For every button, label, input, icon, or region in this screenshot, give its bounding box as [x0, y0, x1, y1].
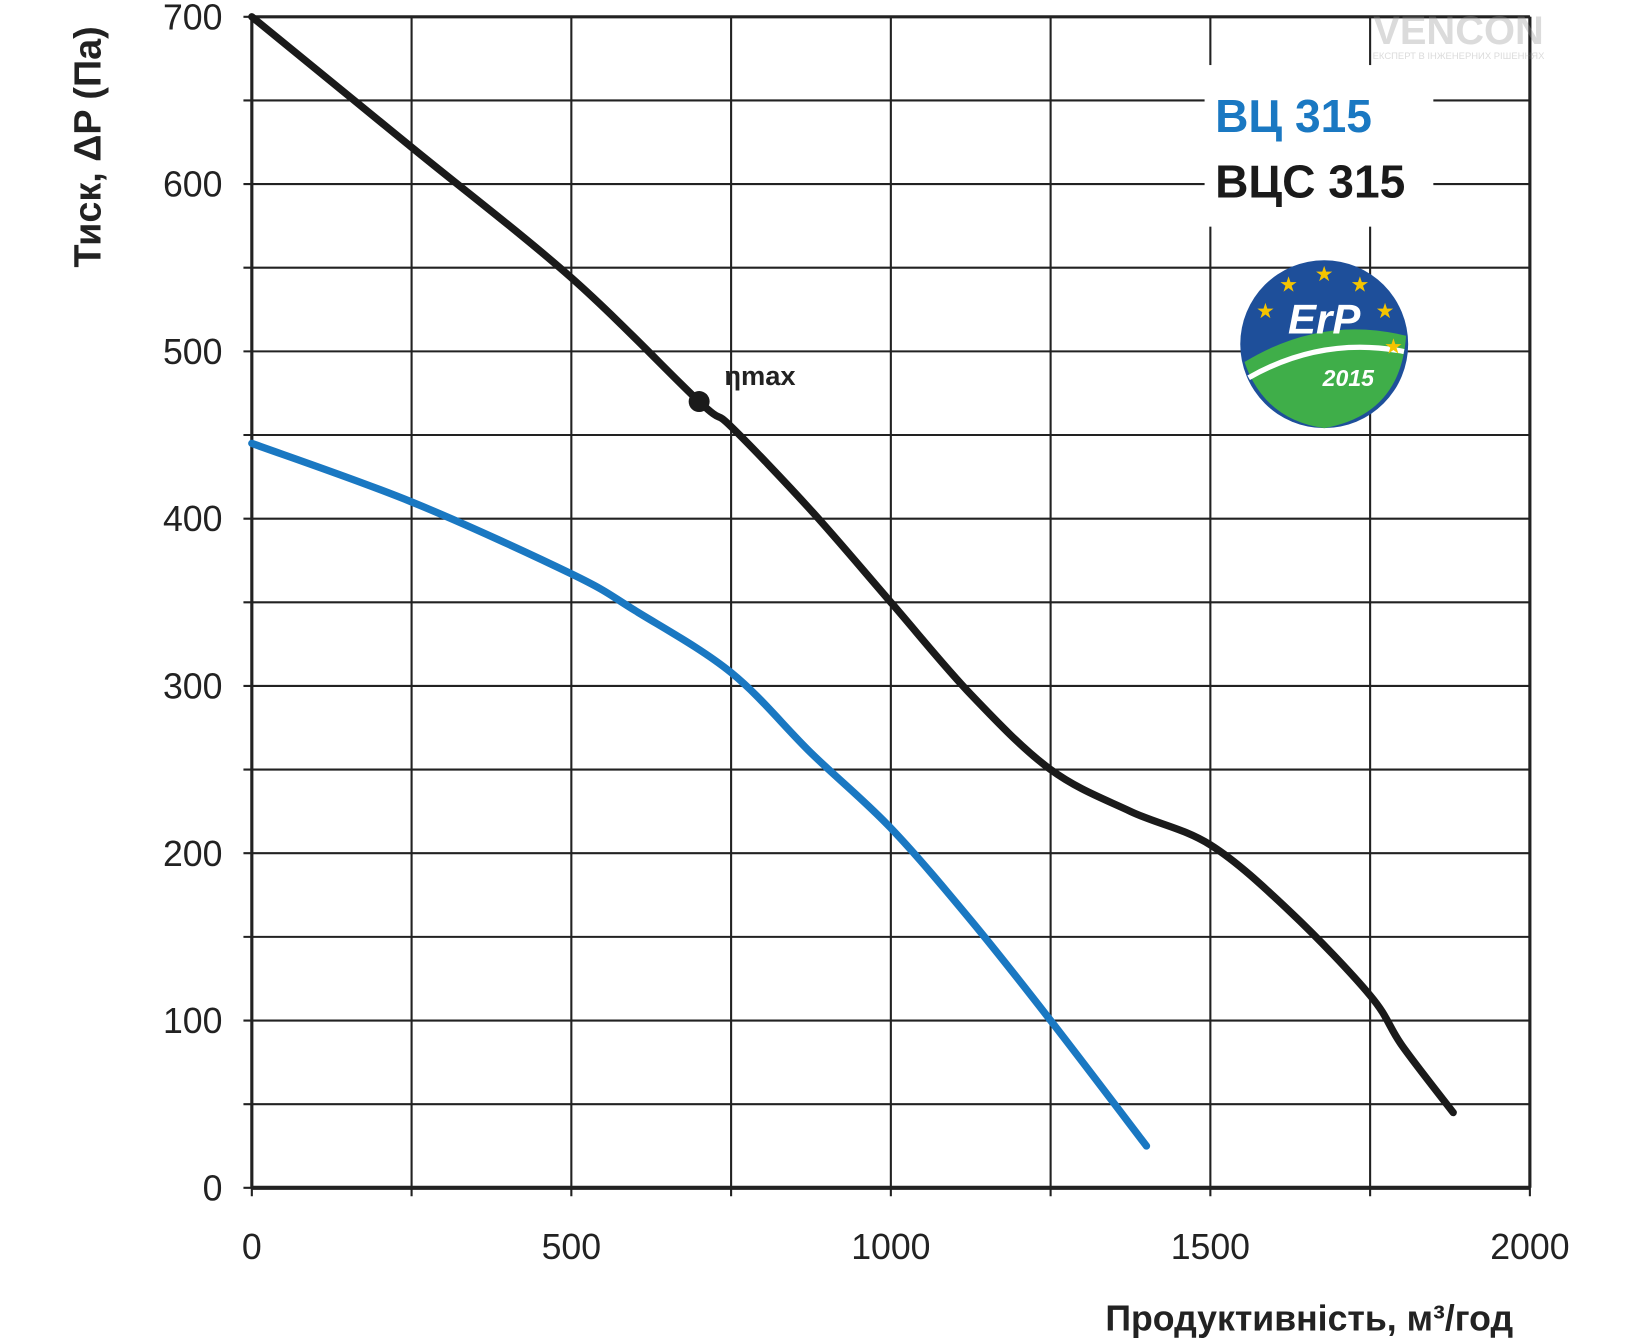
erp-badge-year: 2015	[1322, 365, 1376, 391]
legend-entry-vc315: ВЦ 315	[1215, 90, 1372, 142]
erp-badge-logo: ErP 2015 ★ ★ ★ ★ ★★	[1240, 260, 1409, 429]
x-tick-label: 1000	[851, 1227, 930, 1267]
y-tick-label: 200	[163, 834, 223, 874]
y-tick-label: 300	[163, 667, 223, 707]
svg-text:VENCON: VENCON	[1373, 9, 1544, 53]
svg-text:★: ★	[1384, 336, 1403, 359]
x-tick-label: 500	[542, 1227, 602, 1267]
y-axis-label: Тиск, ΔP (Па)	[68, 26, 110, 267]
vencon-watermark-logo: VENCON ЕКСПЕРТ В ІНЖЕНЕРНИХ РІШЕННЯХ	[1373, 9, 1545, 62]
svg-text:★: ★	[1256, 300, 1275, 323]
eta-max-label: ηmax	[724, 360, 795, 391]
series-line-1	[248, 13, 1457, 1117]
y-tick-label: 400	[163, 499, 223, 539]
svg-text:★: ★	[1315, 263, 1334, 286]
y-tick-label: 0	[203, 1168, 223, 1208]
erp-badge-text: ErP	[1288, 296, 1361, 343]
x-tick-label: 1500	[1171, 1227, 1250, 1267]
svg-text:★: ★	[1279, 274, 1298, 297]
svg-text:ЕКСПЕРТ В ІНЖЕНЕРНИХ РІШЕННЯХ: ЕКСПЕРТ В ІНЖЕНЕРНИХ РІШЕННЯХ	[1373, 51, 1545, 62]
x-axis-label: Продуктивність, м³/год	[1105, 1299, 1513, 1339]
legend-background	[1204, 65, 1434, 227]
x-tick-label: 2000	[1490, 1227, 1569, 1267]
y-tick-label: 700	[163, 0, 223, 37]
x-tick-label: 0	[242, 1227, 262, 1267]
y-tick-label: 100	[163, 1001, 223, 1041]
tick-labels: 0 500 1000 1500 2000 0 100 200 300 400 500 600 700	[163, 0, 1570, 1267]
annotations: ηmax	[688, 360, 796, 413]
axes	[250, 15, 1532, 1190]
y-tick-label: 600	[163, 165, 223, 205]
svg-text:★: ★	[1350, 274, 1369, 297]
series-line-0	[248, 439, 1151, 1150]
eta-max-point	[688, 391, 710, 413]
svg-text:★: ★	[1376, 300, 1395, 323]
series-lines	[248, 13, 1457, 1150]
legend-entry-vcs315: ВЦС 315	[1215, 155, 1405, 207]
y-tick-label: 500	[163, 332, 223, 372]
